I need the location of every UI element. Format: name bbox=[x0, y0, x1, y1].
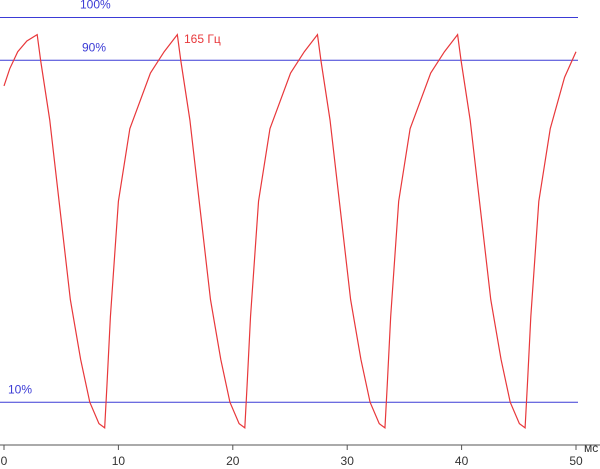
y-tick-label: 90% bbox=[82, 40, 106, 54]
x-tick-label: 0 bbox=[1, 454, 8, 468]
data-line bbox=[3, 33, 577, 430]
y-tick-label: 100% bbox=[80, 0, 111, 12]
x-axis-label: мс bbox=[584, 441, 598, 455]
x-tick-label: 50 bbox=[569, 454, 583, 468]
x-tick-label: 40 bbox=[455, 454, 469, 468]
x-tick-label: 30 bbox=[341, 454, 355, 468]
x-tick-label: 10 bbox=[112, 454, 126, 468]
x-tick-label: 20 bbox=[226, 454, 240, 468]
y-tick-label: 10% bbox=[8, 382, 32, 396]
series-label: 165 Гц bbox=[184, 32, 221, 46]
